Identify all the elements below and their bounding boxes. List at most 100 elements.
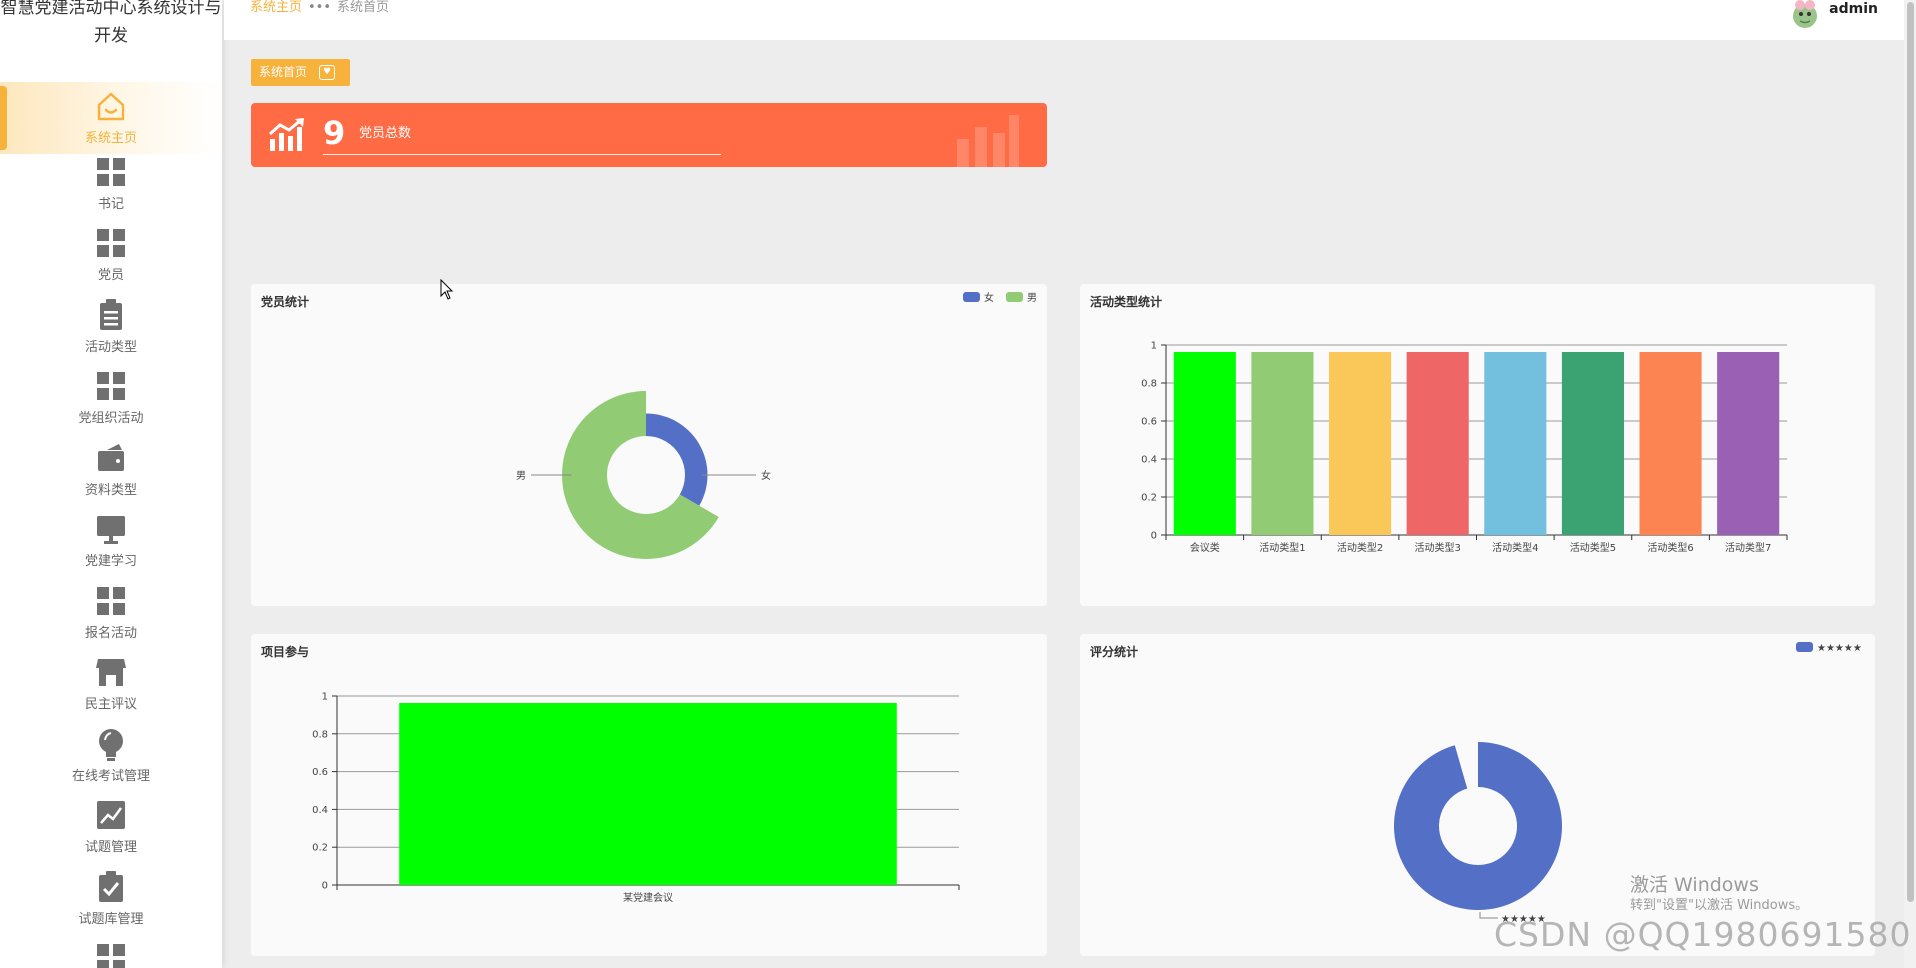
x-tick-label: 活动类型1 [1259, 541, 1305, 554]
sidebar-item-label: 试题管理 [84, 840, 137, 855]
vertical-scrollbar[interactable] [1904, 0, 1916, 968]
member-stats-panel: 党员统计 女男女男 [251, 284, 1047, 606]
sidebar-item-2[interactable]: 党员 [0, 225, 222, 297]
windows-watermark-line2: 转到"设置"以激活 Windows。 [1630, 898, 1809, 913]
pie-label: ★★★★★ [1501, 914, 1546, 925]
y-tick-label: 0.4 [1141, 455, 1157, 466]
breadcrumb-home[interactable]: 系统主页 [250, 0, 303, 15]
member-stats-chart[interactable]: 女男女男 [251, 284, 1047, 606]
pie-label: 女 [761, 469, 771, 482]
checklist-icon [99, 870, 123, 902]
sidebar-item-4[interactable]: 党组织活动 [0, 368, 222, 440]
y-tick-label: 0.8 [1141, 379, 1157, 390]
top-bar: 系统主页 ••• 系统首页 admin [224, 0, 1916, 40]
heart-icon: ♥ [319, 65, 335, 80]
shop-icon [96, 659, 126, 686]
y-tick-label: 0.6 [312, 767, 328, 778]
sidebar-item-7[interactable]: 报名活动 [0, 583, 222, 655]
bar [1561, 352, 1624, 535]
sidebar-item-label: 在线考试管理 [71, 768, 150, 784]
x-tick-label: 会议类 [1190, 541, 1220, 554]
sidebar-item-8[interactable]: 民主评议 [0, 654, 222, 726]
sidebar-item-5[interactable]: 资料类型 [0, 440, 222, 512]
y-tick-label: 1 [322, 692, 328, 703]
bar [1173, 352, 1236, 535]
windows-activation-watermark: 激活 Windows 转到"设置"以激活 Windows。 [1630, 873, 1808, 915]
sidebar-item-label: 党组织活动 [78, 411, 144, 426]
grid-icon [97, 157, 125, 186]
pie-slice [1394, 742, 1562, 910]
bar [1717, 352, 1780, 535]
sidebar-item-label: 系统主页 [84, 131, 137, 146]
project-participation-title: 项目参与 [261, 645, 310, 659]
y-tick-label: 1 [1151, 341, 1157, 352]
breadcrumb: 系统主页 ••• 系统首页 [250, 0, 389, 16]
member-count-card: 9 党员总数 [251, 103, 1047, 167]
scrollbar-thumb[interactable] [1907, 2, 1914, 902]
legend-swatch [1006, 292, 1023, 302]
member-stats-title: 党员统计 [261, 295, 310, 309]
legend-label: 女 [984, 291, 994, 304]
bar [1406, 352, 1469, 535]
sidebar-item-label: 活动类型 [84, 339, 137, 355]
breadcrumb-current: 系统首页 [337, 0, 390, 15]
x-tick-label: 活动类型7 [1725, 541, 1771, 554]
pie-slice [646, 413, 708, 506]
username[interactable]: admin [1829, 1, 1878, 17]
legend-swatch [963, 292, 980, 302]
sidebar-item-12[interactable] [0, 940, 222, 968]
mouse-cursor-icon [440, 279, 454, 300]
sidebar: 智慧党建活动中心系统设计与开发 系统主页 书记 党员 活动类型 党组织活动 资料类型 党建学… [0, 0, 222, 968]
pie-label-line [1479, 912, 1498, 919]
x-tick-label: 活动类型2 [1337, 541, 1383, 554]
sidebar-item-label: 党建学习 [84, 554, 137, 569]
sidebar-item-10[interactable]: 试题管理 [0, 797, 222, 869]
sidebar-item-0[interactable]: 系统主页 [0, 82, 222, 154]
x-tick-label: 活动类型5 [1570, 541, 1616, 554]
grid-icon [97, 372, 125, 400]
grid-icon [97, 944, 125, 968]
clipboard-icon [100, 298, 122, 330]
sidebar-item-label: 报名活动 [84, 625, 137, 641]
y-tick-label: 0.8 [312, 729, 328, 740]
legend-label: 男 [1027, 292, 1037, 304]
sidebar-item-11[interactable]: 试题库管理 [0, 869, 222, 941]
bulb-icon [99, 728, 123, 761]
avatar[interactable] [1788, 0, 1822, 30]
sidebar-item-6[interactable]: 党建学习 [0, 511, 222, 583]
bar [1251, 352, 1314, 535]
activity-type-title: 活动类型统计 [1090, 295, 1163, 309]
sidebar-item-label: 试题库管理 [78, 911, 144, 927]
member-count-value: 9 [323, 114, 346, 152]
rating-stats-chart[interactable]: ★★★★★ ★★★★★ [1080, 634, 1875, 956]
grid-icon [97, 586, 125, 615]
wallet-icon [98, 443, 124, 471]
sidebar-item-label: 书记 [97, 196, 124, 212]
sidebar-item-3[interactable]: 活动类型 [0, 297, 222, 369]
csdn-watermark: CSDN @QQ1980691580 [1494, 915, 1912, 954]
home-tag-label: 系统首页 [259, 65, 308, 79]
bar-chart-icon [957, 115, 1019, 167]
bar [1329, 352, 1392, 535]
project-participation-panel: 项目参与 0 0.2 0.4 0.6 0.8 1 某党建会议 [251, 634, 1047, 956]
bar [399, 703, 897, 885]
grid-icon [97, 229, 125, 257]
sidebar-item-9[interactable]: 在线考试管理 [0, 726, 222, 798]
y-tick-label: 0 [1151, 531, 1157, 542]
x-tick-label: 活动类型6 [1647, 541, 1693, 554]
x-tick-label: 活动类型3 [1415, 541, 1461, 554]
divider [323, 154, 721, 155]
sidebar-item-label: 资料类型 [84, 482, 137, 498]
x-tick-label: 活动类型4 [1492, 541, 1538, 554]
project-participation-chart[interactable]: 0 0.2 0.4 0.6 0.8 1 某党建会议 [251, 634, 1047, 956]
home-icon [97, 92, 125, 121]
pie-slice [562, 391, 719, 559]
sidebar-item-1[interactable]: 书记 [0, 154, 222, 226]
windows-watermark-line1: 激活 Windows [1630, 874, 1759, 896]
breadcrumb-separator-icon: ••• [308, 0, 332, 15]
home-tag[interactable]: 系统首页 ♥ [251, 59, 350, 86]
sidebar-item-label: 民主评议 [84, 697, 137, 712]
y-tick-label: 0.2 [1141, 493, 1157, 504]
activity-type-chart[interactable]: 0 0.2 0.4 0.6 0.8 1 会议类 活动类型1 活动类型2 活动类型3 活动类型4 活动类… [1080, 284, 1875, 606]
y-tick-label: 0.6 [1141, 417, 1157, 428]
